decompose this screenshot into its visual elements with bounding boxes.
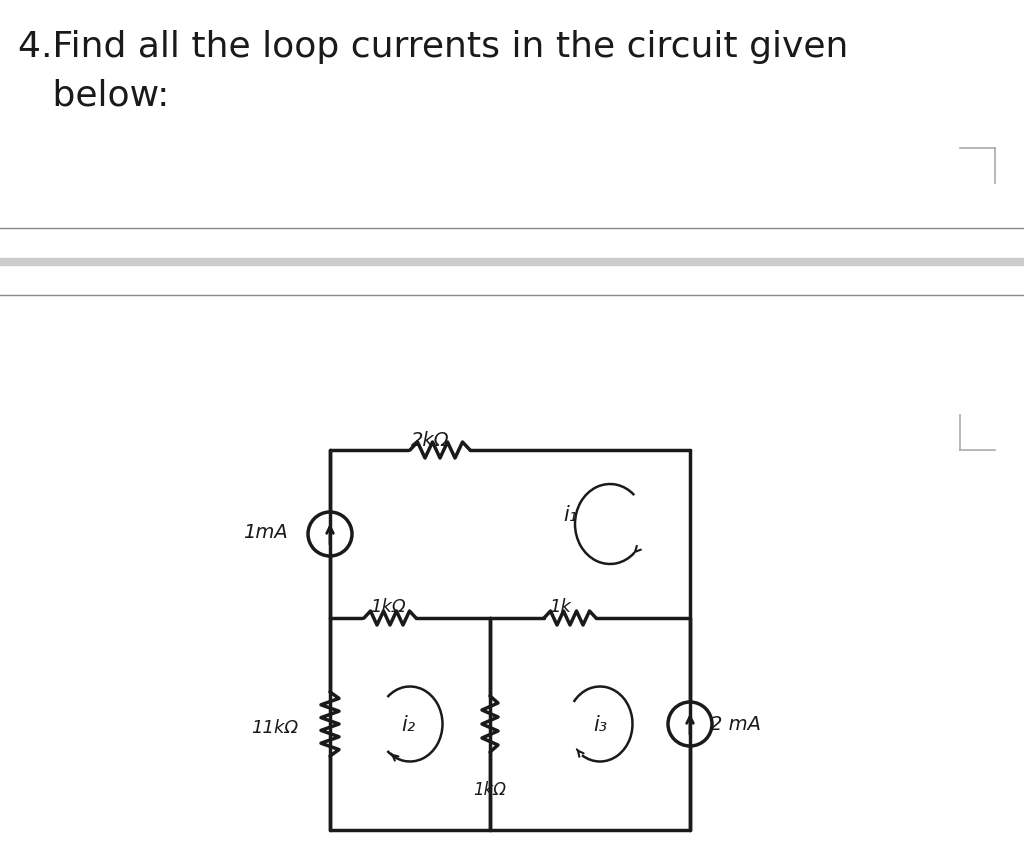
Text: i₂: i₂	[401, 715, 415, 735]
Text: 1kΩ: 1kΩ	[473, 781, 507, 799]
Text: 2 mA: 2 mA	[710, 715, 761, 734]
Text: 11kΩ: 11kΩ	[252, 719, 299, 737]
Text: 1kΩ: 1kΩ	[371, 598, 406, 616]
Text: 1k: 1k	[549, 598, 571, 616]
Text: 4.Find all the loop currents in the circuit given: 4.Find all the loop currents in the circ…	[18, 30, 848, 64]
Text: i₁: i₁	[563, 505, 578, 525]
Text: 2kΩ: 2kΩ	[411, 431, 450, 449]
Text: 1mA: 1mA	[243, 524, 288, 543]
Text: i₃: i₃	[593, 715, 607, 735]
Text: below:: below:	[18, 78, 169, 112]
